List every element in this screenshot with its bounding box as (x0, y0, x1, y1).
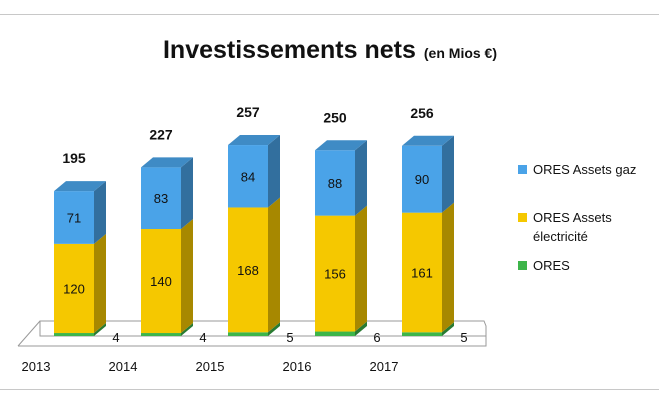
bar-segment: 161 (402, 202, 454, 333)
x-tick-label: 2015 (196, 359, 225, 374)
legend-label: ORES Assets électricité (533, 210, 612, 244)
data-label: 5 (286, 330, 293, 345)
bar-segment: 83 (141, 157, 193, 230)
bar-segment: 140 (141, 219, 193, 334)
bar-side (355, 140, 367, 216)
bar-front (141, 229, 181, 334)
bar-side (355, 321, 367, 336)
bar-side (94, 323, 106, 336)
total-label: 250 (323, 109, 347, 125)
bar-segment: 4 (141, 323, 207, 345)
bar-top (402, 135, 454, 146)
data-label: 88 (328, 176, 342, 191)
bar-side (268, 197, 280, 333)
bar-front (141, 167, 181, 230)
data-label: 4 (112, 330, 119, 345)
bar-segment: 168 (228, 197, 280, 333)
legend-item: ORES (518, 258, 570, 273)
bar-group: 4 120 71 195 4 140 83 227 5 168 84 257 6 156 88 250 5 161… (54, 104, 468, 345)
data-label: 161 (411, 265, 433, 280)
bar-segment: 5 (402, 322, 468, 345)
bar-segment: 4 (54, 323, 120, 345)
data-label: 71 (67, 210, 81, 225)
bar-front (228, 332, 268, 336)
legend-label: ORES Assets gaz (533, 162, 636, 177)
bar-segment: 5 (228, 322, 294, 345)
legend-item: ORES Assets électricité (518, 210, 612, 244)
bar-front (402, 145, 442, 213)
bar-side (442, 322, 454, 336)
bar-segment: 84 (228, 135, 280, 208)
bar-segment: 71 (54, 181, 106, 244)
bar-front (315, 215, 355, 332)
bar-side (268, 322, 280, 336)
chart-frame (0, 14, 659, 390)
bar-front (315, 331, 355, 336)
total-label: 227 (149, 126, 173, 142)
bar-front (54, 191, 94, 244)
legend-swatch (518, 213, 527, 222)
bar-side (94, 181, 106, 244)
bar-side (181, 323, 193, 336)
bar-front (315, 150, 355, 216)
bar-side (181, 219, 193, 334)
bar-segment: 90 (402, 135, 454, 213)
legend: ORES Assets gaz ORES Assets électricité ORE… (518, 162, 636, 273)
bar-top (228, 135, 280, 146)
bar-front (141, 333, 181, 336)
x-tick-label: 2016 (283, 359, 312, 374)
x-tick-label: 2017 (370, 359, 399, 374)
bar-side (442, 202, 454, 333)
bar-stack-2015: 5 168 84 257 (228, 104, 294, 345)
data-label: 4 (199, 330, 206, 345)
chart-title-main: Investissements nets (163, 36, 416, 64)
bar-segment: 88 (315, 140, 367, 216)
data-label: 5 (460, 330, 467, 345)
bar-front (402, 212, 442, 333)
bar-top (141, 157, 193, 168)
total-label: 256 (410, 105, 434, 121)
legend-item: ORES Assets gaz (518, 162, 636, 177)
bar-segment: 156 (315, 205, 367, 332)
bar-stack-2014: 4 140 83 227 (141, 126, 207, 345)
bar-stack-2017: 5 161 90 256 (402, 105, 468, 345)
data-label: 6 (373, 330, 380, 345)
bar-top (54, 181, 106, 192)
bar-side (442, 135, 454, 213)
bar-side (94, 233, 106, 334)
x-tick-label: 2014 (109, 359, 138, 374)
data-label: 90 (415, 172, 429, 187)
bar-front (54, 333, 94, 336)
bar-front (402, 332, 442, 336)
bar-front (228, 145, 268, 208)
bar-stack-2013: 4 120 71 195 (54, 150, 120, 345)
data-label: 84 (241, 169, 255, 184)
bar-side (268, 135, 280, 208)
floor-edge (17, 320, 41, 347)
bar-top (315, 140, 367, 151)
data-label: 83 (154, 191, 168, 206)
legend-label: ORES (533, 258, 570, 273)
legend-swatch (518, 261, 527, 270)
bar-side (181, 157, 193, 230)
x-axis-ticks: 2013 2014 2015 2016 2017 (22, 359, 399, 374)
data-label: 168 (237, 263, 259, 278)
bar-side (355, 205, 367, 332)
x-tick-label: 2013 (22, 359, 51, 374)
chart-title: Investissements nets (en Mios €) (163, 36, 497, 64)
bar-stack-2016: 6 156 88 250 (315, 109, 381, 345)
data-label: 120 (63, 281, 85, 296)
data-label: 140 (150, 274, 172, 289)
total-label: 257 (236, 104, 260, 120)
bar-segment: 6 (315, 321, 381, 345)
data-label: 156 (324, 267, 346, 282)
total-label: 195 (62, 150, 86, 166)
chart-title-unit: (en Mios €) (424, 45, 497, 61)
legend-swatch (518, 165, 527, 174)
bar-segment: 120 (54, 233, 106, 334)
bar-front (54, 243, 94, 334)
bar-front (228, 207, 268, 333)
